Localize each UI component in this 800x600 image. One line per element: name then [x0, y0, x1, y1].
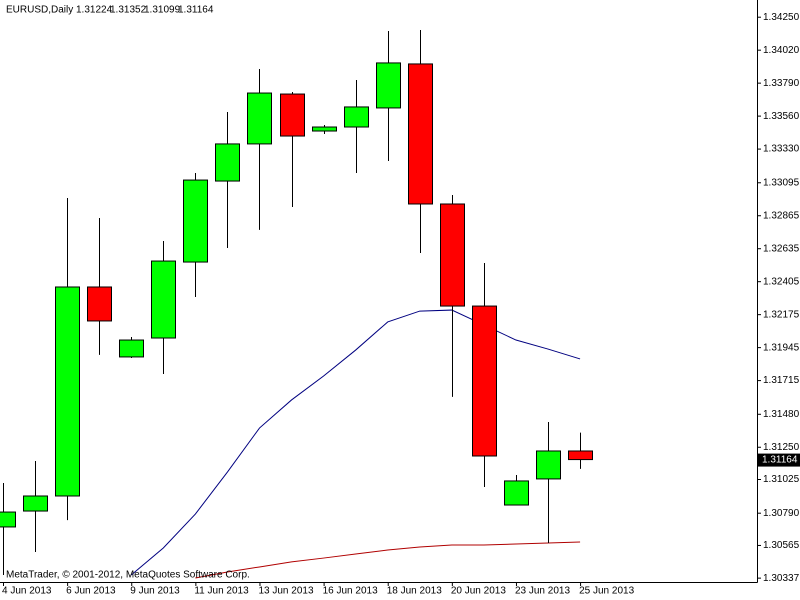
- last-price-box: [758, 453, 800, 467]
- header-high: 1.31352: [110, 5, 147, 16]
- watermark: MetaTrader, © 2001-2012, MetaQuotes Soft…: [6, 570, 250, 581]
- candle-body: [376, 62, 401, 109]
- candle-body: [0, 511, 16, 528]
- x-tick-label: 11 Jun 2013: [194, 586, 249, 597]
- y-tick-label: 1.31480: [763, 409, 800, 420]
- candle-body: [215, 143, 240, 182]
- candle-body: [55, 286, 80, 497]
- y-tick-label: 1.31715: [763, 375, 800, 386]
- y-tick-label: 1.33095: [763, 177, 800, 188]
- candle-body: [87, 286, 112, 322]
- y-tick-label: 1.33560: [763, 111, 800, 122]
- candle-body: [280, 93, 305, 137]
- y-tick-label: 1.32865: [763, 210, 800, 221]
- x-tick-label: 13 Jun 2013: [258, 586, 313, 597]
- x-tick-label: 4 Jun 2013: [2, 586, 52, 597]
- candle-body: [568, 450, 593, 461]
- header-open: 1.31224: [76, 5, 113, 16]
- y-tick-label: 1.33330: [763, 144, 800, 155]
- y-tick-label: 1.31945: [763, 342, 800, 353]
- x-tick-label: 16 Jun 2013: [323, 586, 378, 597]
- y-tick-label: 1.33790: [763, 78, 800, 89]
- chart-title: EURUSD,Daily: [6, 5, 73, 16]
- x-tick-label: 25 Jun 2013: [579, 586, 634, 597]
- y-tick-label: 1.31025: [763, 474, 800, 485]
- header-low: 1.31099: [144, 5, 181, 16]
- x-tick-label: 9 Jun 2013: [130, 586, 180, 597]
- y-tick-label: 1.30790: [763, 508, 800, 519]
- candle-body: [536, 450, 561, 480]
- y-tick-label: 1.30565: [763, 540, 800, 551]
- last-price-label: 1.31164: [762, 455, 798, 466]
- candle-body: [247, 92, 272, 145]
- y-tick-label: 1.34250: [763, 12, 800, 23]
- candle-body: [472, 305, 497, 457]
- plot-area: [0, 29, 593, 579]
- y-tick-label: 1.30337: [763, 573, 800, 584]
- x-tick-label: 18 Jun 2013: [387, 586, 442, 597]
- y-tick-label: 1.32405: [763, 276, 800, 287]
- candle-body: [151, 260, 176, 339]
- y-tick-label: 1.32635: [763, 243, 800, 254]
- candle-body: [440, 203, 465, 307]
- moving-average-line: [195, 541, 581, 579]
- candle-body: [23, 495, 48, 512]
- y-tick-label: 1.32175: [763, 309, 800, 320]
- candle-body: [119, 339, 144, 358]
- moving-average-line: [130, 309, 581, 576]
- x-tick-label: 20 Jun 2013: [451, 586, 506, 597]
- candle-body: [183, 179, 208, 263]
- candle-body: [312, 126, 337, 132]
- y-tick-label: 1.31250: [763, 442, 800, 453]
- header-close: 1.31164: [178, 5, 214, 16]
- x-tick-label: 6 Jun 2013: [66, 586, 116, 597]
- x-tick-label: 23 Jun 2013: [515, 586, 570, 597]
- y-tick-label: 1.34020: [763, 45, 800, 56]
- candle-body: [408, 63, 433, 205]
- candle-body: [504, 480, 529, 506]
- candle-body: [344, 106, 369, 128]
